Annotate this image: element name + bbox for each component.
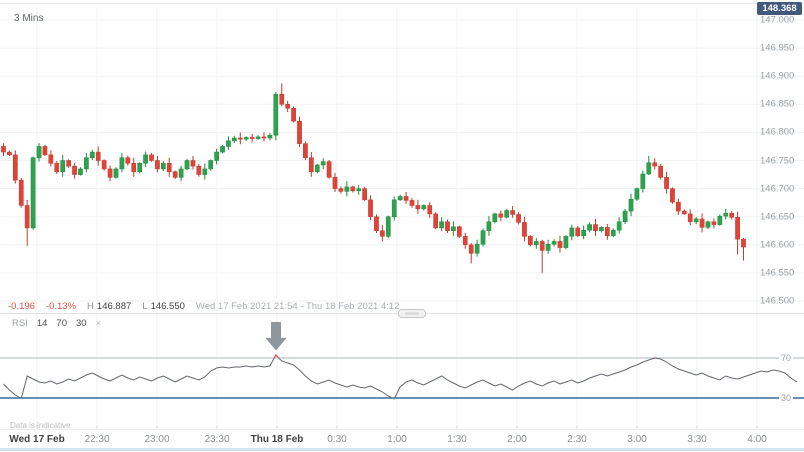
- rsi-remove-icon[interactable]: ×: [95, 318, 101, 328]
- price-axis-label: 146.750: [760, 155, 795, 166]
- time-axis-label: 3:30: [687, 434, 707, 445]
- price-axis-label: 146.700: [760, 183, 795, 195]
- indicative-note: Data is indicative: [10, 421, 71, 430]
- time-axis-label: 2:30: [567, 434, 587, 445]
- session-change: -0.196: [8, 301, 35, 312]
- rsi-upper-level-label: 70: [779, 353, 794, 363]
- interval-label: 3 Mins: [14, 13, 44, 24]
- session-high: H 146.887: [87, 301, 132, 312]
- rsi-upper-param[interactable]: 70: [56, 318, 67, 329]
- time-axis-label: 22:30: [84, 434, 110, 445]
- session-low: L 146.550: [142, 301, 185, 312]
- rsi-settings-row: RSI 14 70 30 ×: [12, 318, 101, 329]
- candles-layer: [1, 83, 746, 273]
- last-price-badge: 148.368: [757, 2, 802, 15]
- time-axis-label: 3:00: [627, 434, 647, 445]
- handle-grip: [405, 312, 419, 315]
- top-border: [0, 3, 804, 4]
- time-axis-label: 0:30: [327, 434, 347, 445]
- price-axis-label: 146.600: [760, 239, 795, 251]
- bottom-border: [0, 448, 804, 451]
- rsi-lower-level-label: 30: [779, 393, 794, 403]
- session-range: Wed 17 Feb 2021 21:54 - Thu 18 Feb 2021 …: [195, 301, 400, 312]
- price-axis-label: 146.550: [760, 267, 795, 279]
- rsi-label: RSI: [12, 318, 28, 329]
- annotation-arrow-icon: [265, 322, 287, 351]
- session-info-bar: -0.196 -0.13% H 146.887 L 146.550 Wed 17 F…: [8, 301, 399, 312]
- time-axis-separator: [0, 429, 804, 430]
- rsi-lower-param[interactable]: 30: [76, 318, 87, 329]
- time-axis-label: 2:00: [507, 434, 527, 445]
- time-axis-label: 4:00: [747, 434, 767, 445]
- time-axis-label: 1:30: [447, 434, 467, 445]
- time-axis-label: 23:00: [144, 434, 170, 445]
- time-axis-label: 1:00: [387, 434, 407, 445]
- time-axis-label: Wed 17 Feb: [9, 434, 65, 445]
- price-axis-label: 146.500: [760, 295, 795, 307]
- rsi-period[interactable]: 14: [36, 318, 48, 329]
- price-axis-label: 146.900: [760, 70, 795, 82]
- time-axis-label: 23:30: [204, 434, 230, 445]
- rsi-line: [3, 354, 798, 400]
- panel-resize-handle[interactable]: [398, 309, 426, 318]
- price-axis-label: 147.000: [760, 14, 795, 26]
- price-axis-label: 146.950: [760, 42, 795, 54]
- session-change-pct: -0.13%: [45, 301, 77, 312]
- price-axis-label: 146.800: [760, 126, 795, 138]
- price-axis-label: 146.650: [760, 211, 795, 223]
- price-axis-label: 146.850: [760, 98, 795, 110]
- time-axis-label: Thu 18 Feb: [250, 434, 304, 445]
